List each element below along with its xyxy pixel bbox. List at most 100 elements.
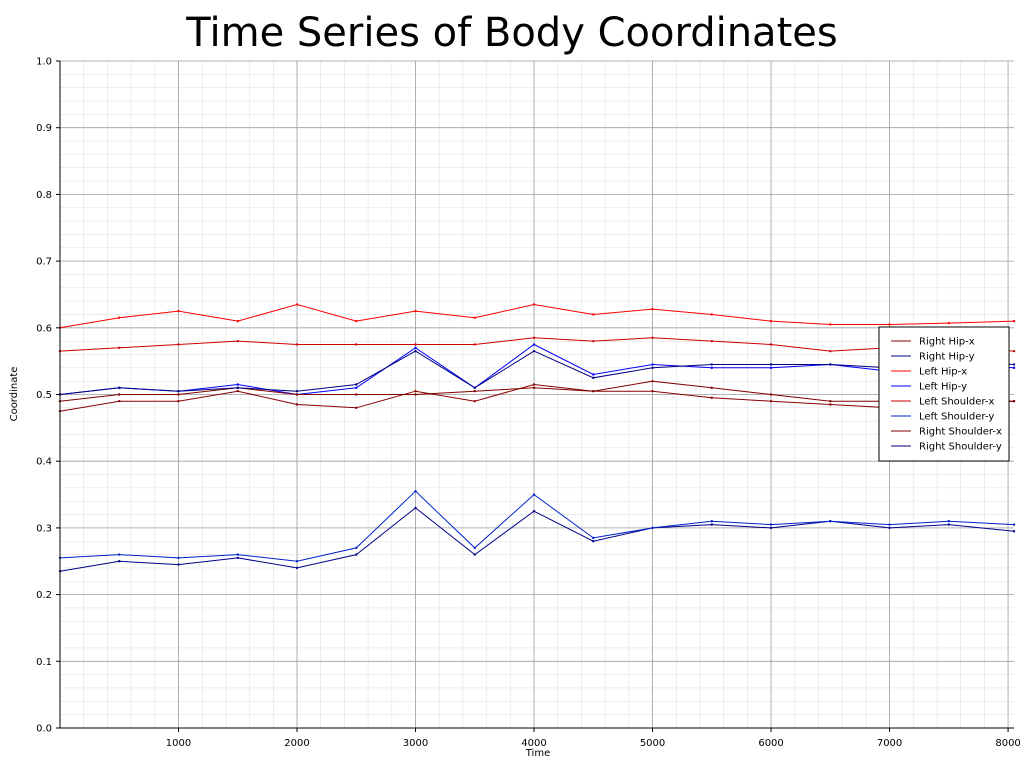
- data-point: [710, 313, 714, 316]
- data-point: [177, 309, 180, 313]
- data-point: [1012, 523, 1016, 526]
- data-point: [710, 523, 714, 526]
- y-tick-label: 0.3: [36, 523, 52, 534]
- data-point: [355, 383, 358, 386]
- series-line: [59, 507, 1015, 572]
- legend-box: [878, 326, 1010, 462]
- data-point: [473, 386, 476, 390]
- data-point: [414, 393, 417, 396]
- y-tick-label: 0.2: [36, 590, 52, 601]
- data-point: [414, 349, 417, 353]
- data-point: [473, 399, 476, 403]
- data-point: [888, 323, 891, 326]
- legend-label: Right Shoulder-x: [919, 427, 1002, 438]
- data-point: [947, 321, 951, 325]
- chart-title: Time Series of Body Coordinates: [185, 10, 837, 56]
- y-tick-label: 0.6: [36, 323, 52, 334]
- data-point: [651, 379, 654, 383]
- ticks: 0.0 0.1 0.2 0.3 0.4 0.5 0.6 0.7 0.8 0.9 1.0 1000 200…: [36, 57, 1021, 750]
- data-point: [1012, 530, 1016, 533]
- data-point: [769, 526, 773, 530]
- data-point: [1012, 366, 1016, 370]
- y-tick-label: 0.9: [36, 123, 52, 134]
- x-tick-label: 8000: [995, 738, 1020, 749]
- y-tick-label: 0.7: [36, 257, 52, 268]
- data-point: [118, 393, 121, 396]
- data-point: [532, 493, 536, 496]
- data-point: [177, 393, 180, 396]
- data-point: [1012, 399, 1016, 403]
- major-grid: [60, 60, 1014, 729]
- series-line: [59, 303, 1015, 329]
- data-point: [769, 523, 773, 526]
- data-point: [532, 383, 536, 386]
- legend-label: Left Shoulder-x: [919, 397, 994, 408]
- data-point: [532, 386, 536, 390]
- data-point: [118, 399, 121, 403]
- legend-label: Left Hip-y: [919, 382, 967, 393]
- y-tick-label: 0.8: [36, 190, 52, 201]
- data-point: [651, 526, 654, 530]
- data-point: [236, 319, 239, 323]
- data-point: [414, 490, 417, 493]
- data-point: [414, 343, 417, 346]
- data-point: [177, 399, 180, 403]
- data-point: [236, 339, 239, 343]
- data-point: [651, 336, 654, 340]
- data-point: [592, 389, 595, 393]
- data-point: [532, 303, 536, 306]
- data-point: [177, 563, 180, 566]
- data-point: [355, 386, 358, 390]
- data-point: [888, 523, 891, 526]
- data-point: [532, 336, 536, 340]
- data-point: [829, 363, 832, 366]
- y-tick-label: 0.4: [36, 457, 52, 468]
- data-point: [177, 343, 180, 346]
- x-tick-label: 5000: [640, 738, 665, 749]
- data-point: [177, 556, 180, 560]
- data-point: [295, 403, 299, 406]
- data-point: [355, 553, 358, 556]
- data-point: [236, 556, 239, 560]
- data-point: [829, 349, 832, 353]
- legend-label: Right Hip-y: [919, 352, 975, 363]
- data-point: [295, 393, 299, 396]
- data-point: [710, 520, 714, 523]
- data-point: [592, 339, 595, 343]
- data-point: [295, 343, 299, 346]
- data-point: [118, 346, 121, 350]
- data-point: [295, 566, 299, 570]
- data-point: [295, 303, 299, 306]
- data-point: [592, 540, 595, 543]
- data-point: [947, 523, 951, 526]
- x-tick-label: 6000: [758, 738, 783, 749]
- data-point: [236, 553, 239, 556]
- data-point: [414, 346, 417, 350]
- data-point: [592, 373, 595, 376]
- data-point: [473, 316, 476, 319]
- data-point: [651, 366, 654, 370]
- data-point: [414, 309, 417, 313]
- data-point: [592, 313, 595, 316]
- data-point: [295, 560, 299, 563]
- data-point: [769, 363, 773, 366]
- data-point: [710, 396, 714, 400]
- data-point: [414, 506, 417, 510]
- x-tick-label: 7000: [877, 738, 902, 749]
- data-point: [177, 389, 180, 393]
- data-point: [236, 383, 239, 386]
- data-point: [532, 510, 536, 513]
- data-point: [1012, 319, 1016, 323]
- data-point: [355, 406, 358, 410]
- data-point: [829, 403, 832, 406]
- data-point: [710, 366, 714, 370]
- data-point: [532, 343, 536, 346]
- data-point: [473, 343, 476, 346]
- data-point: [888, 526, 891, 530]
- data-point: [769, 366, 773, 370]
- data-point: [651, 307, 654, 311]
- data-point: [355, 393, 358, 396]
- data-point: [829, 520, 832, 523]
- data-point: [236, 389, 239, 393]
- data-point: [295, 389, 299, 393]
